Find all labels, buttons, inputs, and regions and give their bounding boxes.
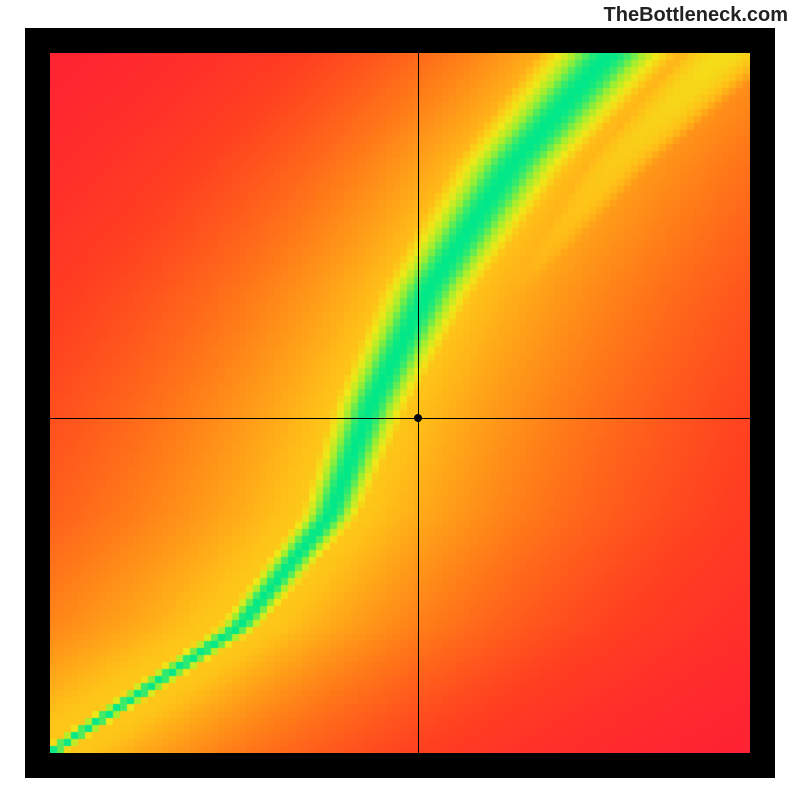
watermark-text: TheBottleneck.com xyxy=(604,4,788,27)
crosshair-horizontal xyxy=(50,418,750,419)
crosshair-vertical xyxy=(418,53,419,753)
heatmap-canvas xyxy=(50,53,750,753)
chart-plot-area xyxy=(50,53,750,753)
chart-frame xyxy=(25,28,775,778)
selection-marker xyxy=(414,414,422,422)
bottleneck-heatmap-container: TheBottleneck.com xyxy=(0,0,800,800)
